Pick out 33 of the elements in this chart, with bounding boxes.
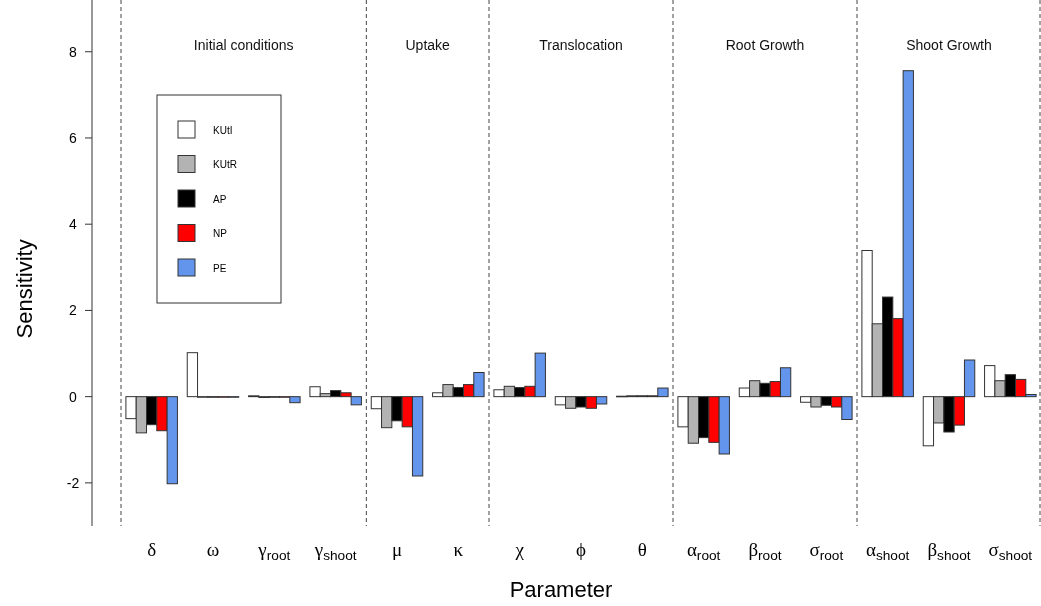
x-tick-label: α$_{shoot}$ (865, 539, 910, 563)
legend-label: KUtR (213, 159, 237, 170)
y-tick-label: 8 (69, 43, 78, 60)
x-tick-label: χ (514, 539, 525, 560)
x-tick-label: θ (637, 539, 647, 560)
x-tick-label: σ$_{root}$ (809, 539, 844, 563)
x-tick-label: β$_{root}$ (748, 539, 782, 563)
x-tick-label: μ (391, 539, 403, 560)
x-tick-label: γ$_{shoot}$ (313, 539, 357, 563)
x-tick-label: α$_{root}$ (686, 539, 721, 563)
y-tick-label: 0 (69, 388, 78, 405)
legend-label: NP (213, 228, 228, 239)
x-tick-label: β$_{shoot}$ (927, 539, 971, 563)
legend-label: KUtI (213, 124, 233, 136)
annotation: Root Growth (725, 37, 805, 53)
legend-label: PE (213, 262, 227, 274)
y-tick-label: 4 (69, 216, 78, 233)
annotation: Shoot Growth (906, 37, 992, 53)
y-tick-label: -2 (66, 474, 80, 491)
x-tick-label: ϕ (575, 539, 587, 560)
y-tick-label: 2 (69, 302, 78, 319)
x-tick-label: γ$_{root}$ (257, 539, 291, 563)
x-tick-label: κ (453, 539, 464, 560)
annotation: Uptake (405, 37, 451, 53)
x-axis-title: Parameter (509, 577, 613, 602)
y-axis-title: Sensitivity (12, 239, 37, 339)
annotation: Initial conditions (193, 37, 294, 53)
x-tick-label: ω (206, 539, 220, 560)
y-tick-label: 6 (69, 129, 78, 146)
x-tick-label: σ$_{shoot}$ (988, 539, 1033, 563)
annotation: Translocation (539, 37, 623, 53)
x-tick-label: δ (147, 539, 157, 560)
legend-label: AP (213, 193, 227, 205)
